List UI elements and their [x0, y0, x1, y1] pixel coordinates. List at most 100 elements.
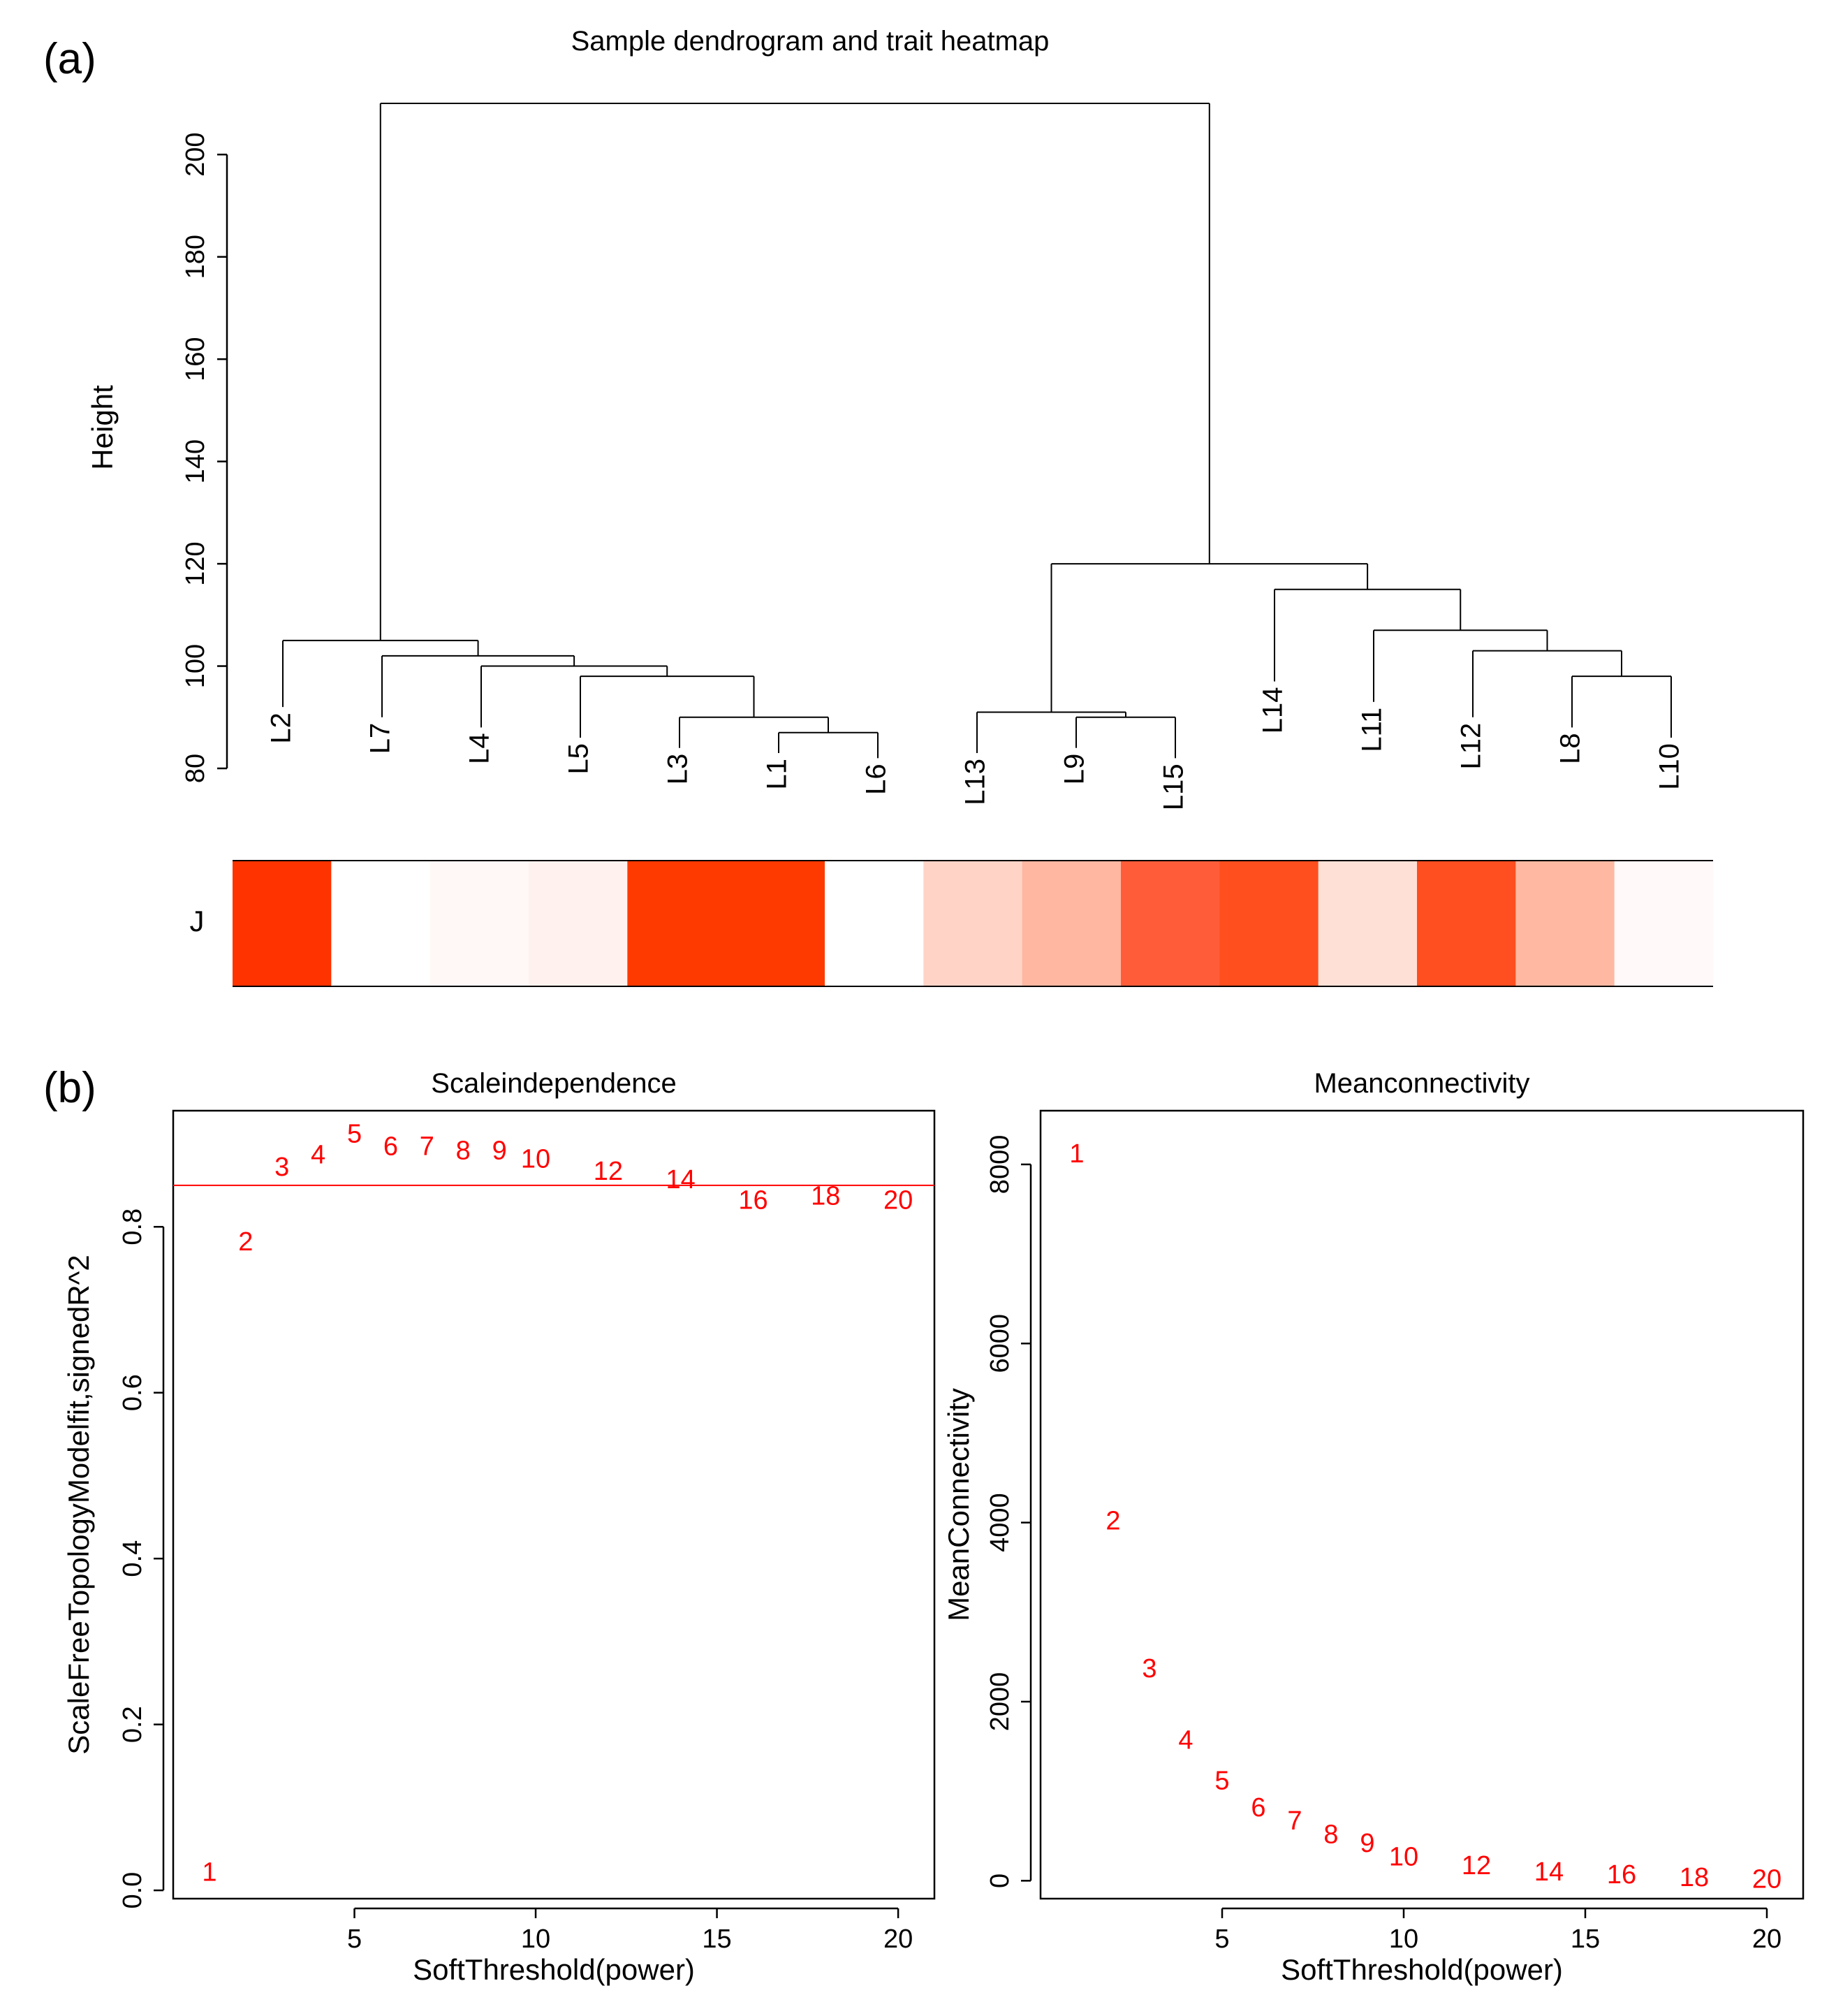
- data-point-label: 6: [1251, 1793, 1265, 1823]
- data-point-label: 2: [238, 1227, 253, 1257]
- data-point-label: 2: [1106, 1507, 1120, 1536]
- data-point-label: 3: [1142, 1654, 1156, 1683]
- panel-a-tag: (a): [43, 35, 96, 83]
- plot-frame: [172, 1109, 936, 1900]
- data-point-label: 14: [666, 1165, 696, 1195]
- dendrogram-leaf-label: L10: [1654, 743, 1685, 790]
- trait-heatmap-cell: [1219, 861, 1319, 986]
- trait-heatmap-cell: [1614, 861, 1714, 986]
- x-axis-label: SoftThreshold(power): [1281, 1953, 1563, 1986]
- plot-title: Scaleindependence: [431, 1068, 676, 1099]
- x-tick-label: 20: [883, 1924, 913, 1954]
- dendrogram-y-tick-label: 160: [181, 337, 210, 381]
- dendrogram-leaf-label: L11: [1357, 708, 1388, 752]
- y-tick-label: 4000: [985, 1493, 1015, 1552]
- trait-heatmap-cell: [726, 861, 825, 986]
- dendrogram-leaf-label: L13: [960, 759, 991, 805]
- trait-heatmap-cell: [1022, 861, 1122, 986]
- dendrogram-y-tick-label: 80: [181, 754, 210, 783]
- trait-heatmap-cell: [825, 861, 924, 986]
- plot-title: Meanconnectivity: [1314, 1068, 1529, 1099]
- dendrogram-title: Sample dendrogram and trait heatmap: [571, 26, 1050, 57]
- data-point-label: 9: [492, 1136, 507, 1165]
- y-axis-label: MeanConnectivity: [942, 1388, 975, 1621]
- dendrogram-leaf-label: L3: [663, 754, 693, 785]
- dendrogram-leaf-label: L15: [1159, 764, 1189, 810]
- x-tick-label: 15: [702, 1924, 731, 1954]
- data-point-label: 14: [1534, 1857, 1564, 1887]
- y-tick-label: 0.2: [118, 1706, 147, 1743]
- trait-heatmap-cell: [233, 861, 332, 986]
- y-tick-label: 0.0: [118, 1872, 147, 1909]
- data-point-label: 6: [383, 1132, 398, 1161]
- data-point-label: 12: [594, 1157, 623, 1186]
- dendrogram-y-label: Height: [86, 385, 119, 470]
- trait-heatmap-cell: [627, 861, 727, 986]
- data-point-label: 16: [1607, 1860, 1636, 1890]
- y-tick-label: 0: [985, 1873, 1015, 1888]
- data-point-label: 20: [883, 1186, 913, 1215]
- panel-b-tag: (b): [43, 1064, 96, 1112]
- trait-heatmap-cell: [1121, 861, 1220, 986]
- dendrogram-y-tick-label: 100: [181, 644, 210, 688]
- dendrogram-leaf-label: L2: [266, 713, 297, 744]
- y-tick-label: 8000: [985, 1135, 1015, 1195]
- x-tick-label: 20: [1752, 1924, 1782, 1954]
- trait-heatmap-cell: [529, 861, 628, 986]
- y-tick-label: 6000: [985, 1314, 1015, 1373]
- x-tick-label: 10: [521, 1924, 550, 1954]
- data-point-label: 4: [1178, 1726, 1193, 1755]
- trait-heatmap: J: [190, 860, 1714, 987]
- data-point-label: 8: [1323, 1820, 1338, 1849]
- dendrogram-leaf-label: L14: [1258, 687, 1288, 734]
- data-point-label: 10: [521, 1144, 550, 1174]
- y-tick-label: 0.8: [118, 1208, 147, 1246]
- dendrogram-leaf-label: L12: [1456, 723, 1487, 770]
- data-point-label: 10: [1389, 1842, 1418, 1871]
- dendrogram-leaf-label: L7: [365, 723, 396, 754]
- y-tick-label: 2000: [985, 1672, 1015, 1732]
- data-point-label: 4: [311, 1140, 325, 1169]
- dendrogram-leaf-label: L5: [564, 743, 594, 775]
- dendrogram-y-tick-label: 140: [181, 439, 210, 483]
- dendrogram-leaf-label: L4: [464, 733, 495, 764]
- dendrogram-panel: Sample dendrogram and trait heatmap 80 100…: [86, 26, 1684, 810]
- x-tick-label: 5: [347, 1924, 362, 1954]
- dendrogram-y-tick-label: 120: [181, 541, 210, 585]
- data-point-label: 12: [1462, 1851, 1491, 1880]
- trait-heatmap-row-label: J: [190, 905, 205, 937]
- data-point-label: 5: [347, 1120, 362, 1149]
- trait-heatmap-cell: [429, 861, 529, 986]
- dendrogram-leaf-label: L1: [762, 759, 793, 790]
- x-tick-label: 5: [1214, 1924, 1229, 1954]
- data-point-label: 16: [738, 1186, 767, 1215]
- plot-frame: [1039, 1109, 1805, 1900]
- dendrogram-leaf-label: L9: [1059, 754, 1090, 785]
- data-point-label: 7: [1287, 1806, 1302, 1836]
- data-point-label: 5: [1214, 1766, 1229, 1795]
- data-point-label: 1: [202, 1857, 216, 1887]
- dendrogram-leaf-label: L8: [1555, 733, 1586, 764]
- x-tick-label: 10: [1389, 1924, 1418, 1954]
- x-tick-label: 15: [1571, 1924, 1600, 1954]
- x-axis-label: SoftThreshold(power): [413, 1953, 695, 1986]
- data-point-label: 8: [456, 1136, 471, 1165]
- y-axis-label: ScaleFreeTopologyModelfit,signedR^2: [62, 1255, 95, 1754]
- data-point-label: 18: [811, 1182, 840, 1211]
- data-point-label: 9: [1360, 1829, 1374, 1858]
- trait-heatmap-cell: [1318, 861, 1418, 986]
- data-point-label: 1: [1069, 1139, 1084, 1169]
- trait-heatmap-cell: [923, 861, 1023, 986]
- dendrogram-y-tick-label: 180: [181, 235, 210, 279]
- y-tick-label: 0.4: [118, 1540, 147, 1577]
- data-point-label: 7: [420, 1132, 434, 1161]
- trait-heatmap-cell: [331, 861, 431, 986]
- data-point-label: 18: [1680, 1863, 1709, 1892]
- trait-heatmap-cell: [1417, 861, 1516, 986]
- y-tick-label: 0.6: [118, 1374, 147, 1411]
- dendrogram-y-tick-label: 200: [181, 133, 210, 177]
